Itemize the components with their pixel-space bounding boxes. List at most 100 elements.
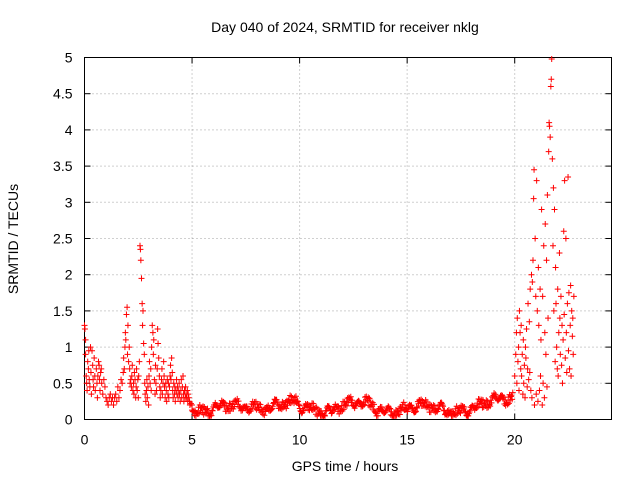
data-point (160, 358, 167, 365)
data-point (285, 396, 292, 403)
data-point (408, 402, 415, 409)
data-point (462, 408, 469, 415)
x-axis-label: GPS time / hours (292, 458, 399, 474)
data-point (137, 257, 144, 264)
data-point (400, 399, 407, 406)
data-point (499, 393, 506, 400)
data-point (155, 354, 162, 361)
data-point (122, 329, 129, 336)
data-point (537, 286, 544, 293)
data-point (84, 387, 91, 394)
data-point (135, 373, 142, 380)
data-point (261, 412, 268, 419)
data-point (189, 402, 196, 409)
data-point (146, 358, 153, 365)
data-point (167, 362, 174, 369)
data-point (522, 344, 529, 351)
data-point (148, 387, 155, 394)
data-point (155, 340, 162, 347)
data-point (513, 380, 520, 387)
grid-lines (84, 57, 612, 420)
y-tick-label: 1.5 (53, 303, 73, 319)
data-point (570, 351, 577, 358)
data-point (121, 365, 128, 372)
data-point (527, 387, 534, 394)
data-point (152, 380, 159, 387)
data-point (208, 412, 215, 419)
data-point (525, 300, 532, 307)
data-point (515, 344, 522, 351)
data-point (295, 401, 302, 408)
data-point (98, 365, 105, 372)
data-point (491, 390, 498, 397)
data-point (310, 400, 317, 407)
data-point (97, 369, 104, 376)
data-point (147, 380, 154, 387)
y-tick-label: 0 (65, 412, 73, 428)
data-point (140, 307, 147, 314)
data-point (553, 344, 560, 351)
data-point (147, 365, 154, 372)
data-point (542, 351, 549, 358)
data-point (83, 380, 90, 387)
data-point (139, 300, 146, 307)
data-point (505, 400, 512, 407)
data-point (133, 383, 140, 390)
data-point (152, 391, 159, 398)
data-point (247, 408, 254, 415)
data-point (540, 242, 547, 249)
data-point (527, 286, 534, 293)
data-point (207, 411, 214, 418)
data-point (543, 257, 550, 264)
data-point (96, 362, 103, 369)
data-point (457, 410, 464, 417)
data-point (176, 380, 183, 387)
data-point (161, 373, 168, 380)
data-point (487, 403, 494, 410)
data-point (547, 134, 554, 141)
data-point (123, 311, 130, 318)
data-point (90, 376, 97, 383)
data-point (562, 354, 569, 361)
data-point (569, 333, 576, 340)
data-point (292, 393, 299, 400)
data-point (519, 351, 526, 358)
data-point (525, 376, 532, 383)
data-point (163, 398, 170, 405)
data-point (328, 410, 335, 417)
data-point (184, 387, 191, 394)
data-point (340, 406, 347, 413)
data-point (180, 373, 187, 380)
data-point (168, 354, 175, 361)
data-point (169, 369, 176, 376)
data-point (336, 410, 343, 417)
data-point (89, 362, 96, 369)
data-point (537, 373, 544, 380)
data-point (520, 336, 527, 343)
x-tick-label: 15 (399, 432, 415, 448)
data-point (158, 376, 165, 383)
data-point (561, 177, 568, 184)
data-point (87, 344, 94, 351)
data-point (539, 293, 546, 300)
data-point (85, 365, 92, 372)
data-point (300, 407, 307, 414)
data-point (532, 235, 539, 242)
data-point (534, 398, 541, 405)
data-point (517, 329, 524, 336)
data-point (128, 373, 135, 380)
data-point (554, 286, 561, 293)
data-point (116, 387, 123, 394)
data-point (343, 402, 350, 409)
data-point (549, 155, 556, 162)
data-point (474, 403, 481, 410)
data-point (158, 365, 165, 372)
data-point (81, 326, 88, 332)
data-point (134, 376, 141, 383)
data-point (126, 344, 133, 351)
data-point (522, 394, 529, 401)
data-point (178, 376, 185, 383)
data-point (557, 351, 564, 358)
data-point (194, 410, 201, 417)
